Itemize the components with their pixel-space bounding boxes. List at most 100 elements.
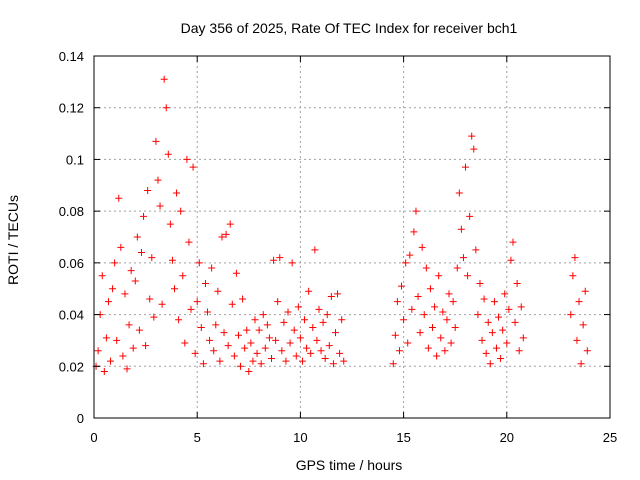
data-point	[499, 326, 507, 334]
data-point	[137, 249, 145, 257]
data-point	[140, 212, 148, 220]
x-tick-label: 10	[293, 430, 307, 445]
data-point	[402, 259, 410, 267]
x-axis-label: GPS time / hours	[296, 457, 403, 473]
data-point	[239, 295, 247, 303]
data-point	[443, 316, 451, 324]
data-point	[488, 329, 496, 337]
data-point	[462, 163, 470, 171]
data-point	[259, 311, 267, 319]
data-point	[321, 355, 329, 363]
data-point	[478, 336, 486, 344]
data-point	[577, 360, 585, 368]
data-point	[495, 313, 503, 321]
data-point	[431, 303, 439, 311]
data-point	[102, 334, 110, 342]
data-point	[579, 321, 587, 329]
data-point	[439, 308, 447, 316]
data-point	[331, 329, 339, 337]
data-point	[317, 347, 325, 355]
data-point	[168, 256, 176, 264]
data-point	[476, 280, 484, 288]
data-point	[175, 316, 183, 324]
data-point	[111, 259, 119, 267]
data-point	[263, 321, 271, 329]
data-point	[226, 220, 234, 228]
data-point	[412, 207, 420, 215]
data-point	[435, 272, 443, 280]
data-point	[395, 347, 403, 355]
data-point	[206, 336, 214, 344]
data-point	[150, 313, 158, 321]
data-point	[232, 269, 240, 277]
data-point	[398, 282, 406, 290]
data-point	[127, 267, 135, 275]
data-point	[115, 194, 123, 202]
data-point	[418, 243, 426, 251]
data-point	[426, 285, 434, 293]
x-tick-label: 25	[603, 430, 617, 445]
data-point	[470, 145, 478, 153]
data-point	[492, 344, 500, 352]
data-point	[573, 336, 581, 344]
data-point	[449, 298, 457, 306]
data-point	[98, 272, 106, 280]
data-point	[148, 254, 156, 262]
data-point	[480, 295, 488, 303]
data-point	[447, 339, 455, 347]
data-point	[243, 326, 251, 334]
y-axis-label: ROTI / TECUs	[5, 195, 21, 285]
data-point	[199, 360, 207, 368]
x-tick-label: 0	[90, 430, 97, 445]
data-point	[185, 238, 193, 246]
data-point	[119, 352, 127, 360]
data-point	[284, 308, 292, 316]
data-point	[241, 344, 249, 352]
data-point	[181, 339, 189, 347]
data-point	[228, 300, 236, 308]
data-point	[230, 352, 238, 360]
data-point	[569, 272, 577, 280]
y-tick-label: 0.04	[59, 308, 84, 323]
data-point	[94, 347, 102, 355]
data-point	[146, 295, 154, 303]
data-point	[253, 349, 261, 357]
data-point	[276, 254, 284, 262]
data-point	[513, 280, 521, 288]
data-point	[158, 300, 166, 308]
data-point	[298, 357, 306, 365]
data-point	[400, 316, 408, 324]
data-point	[160, 75, 168, 83]
data-point	[212, 321, 220, 329]
data-point	[420, 311, 428, 319]
data-point	[319, 318, 327, 326]
data-point	[272, 336, 280, 344]
data-point	[257, 360, 265, 368]
data-point	[296, 334, 304, 342]
data-point	[109, 285, 117, 293]
data-point	[265, 334, 273, 342]
data-point	[329, 360, 337, 368]
data-point	[468, 132, 476, 140]
data-point	[315, 305, 323, 313]
data-point	[290, 326, 298, 334]
data-point	[245, 367, 253, 375]
data-point	[255, 326, 263, 334]
data-point	[334, 290, 342, 298]
data-point	[197, 324, 205, 331]
data-point	[113, 336, 121, 344]
data-point	[170, 285, 178, 293]
data-point	[472, 246, 480, 254]
data-point	[509, 238, 517, 246]
data-point	[422, 264, 430, 272]
y-tick-label: 0	[77, 411, 84, 426]
x-tick-label: 15	[396, 430, 410, 445]
data-point	[129, 344, 137, 352]
plot-frame	[93, 55, 611, 419]
y-tick-label: 0.06	[59, 256, 84, 271]
data-point	[511, 318, 519, 326]
x-tick-label: 5	[194, 430, 201, 445]
data-point	[410, 228, 418, 236]
data-point	[268, 355, 276, 363]
